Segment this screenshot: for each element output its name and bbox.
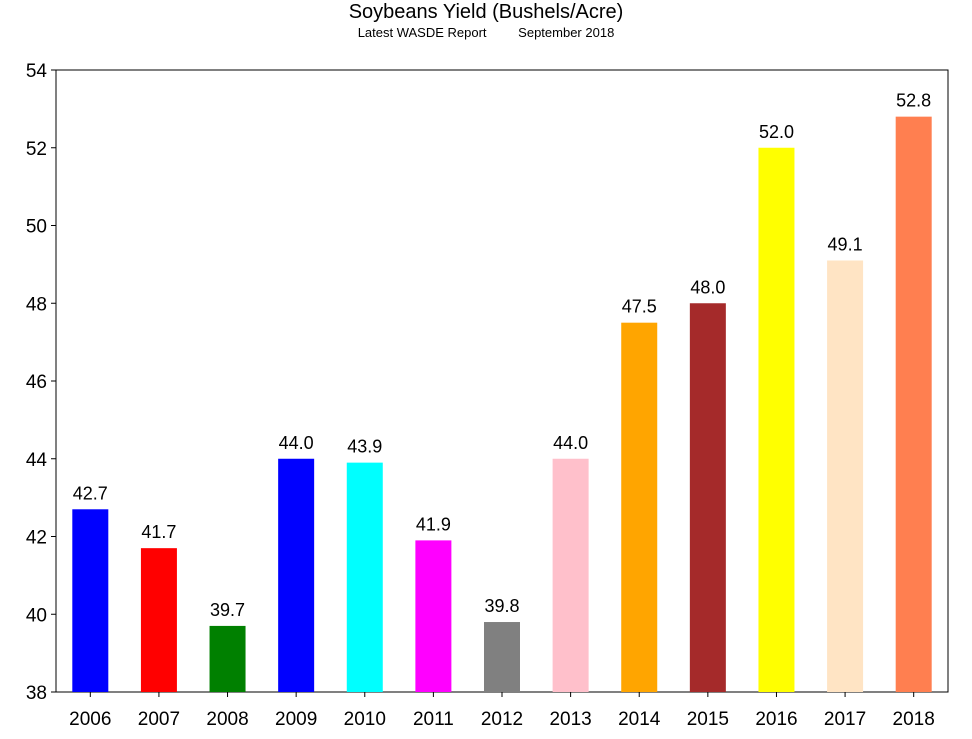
data-label-2016: 52.0 <box>759 122 794 142</box>
y-tick-label: 48 <box>26 294 47 315</box>
data-label-2013: 44.0 <box>553 433 588 453</box>
subtitle-report: Latest WASDE Report <box>357 25 487 40</box>
x-tick-label-2012: 2012 <box>481 709 523 730</box>
bar-2013 <box>552 458 589 692</box>
data-label-2010: 43.9 <box>347 437 382 457</box>
subtitle-date: September 2018 <box>518 25 615 40</box>
bar-2011 <box>415 540 452 692</box>
x-axis: 2006 2007 2008 2009 2010 2011 2012 2013 2014 2015… <box>69 692 935 730</box>
x-tick-label-2017: 2017 <box>824 709 866 730</box>
y-tick-label: 46 <box>26 372 47 393</box>
y-tick-label: 52 <box>26 139 47 160</box>
x-tick-label-2010: 2010 <box>344 709 386 730</box>
x-tick-label-2015: 2015 <box>687 709 729 730</box>
data-label-2008: 39.7 <box>210 600 245 620</box>
y-tick-label: 50 <box>26 217 47 238</box>
bar-2012 <box>484 622 520 692</box>
bar-2018 <box>895 116 932 692</box>
x-tick-label-2014: 2014 <box>618 709 661 730</box>
data-label-2011: 41.9 <box>416 514 451 534</box>
data-label-2017: 49.1 <box>828 234 863 254</box>
data-label-2009: 44.0 <box>279 433 314 453</box>
bar-2006 <box>72 509 109 692</box>
x-tick-label-2008: 2008 <box>206 709 248 730</box>
x-tick-label-2007: 2007 <box>138 709 180 730</box>
data-label-2006: 42.7 <box>73 483 108 503</box>
bar-2007 <box>140 548 177 692</box>
data-label-2007: 41.7 <box>141 522 176 542</box>
y-tick-label: 40 <box>26 605 47 626</box>
y-axis: 38 40 42 44 46 48 50 52 54 <box>26 61 56 704</box>
bar-2010 <box>346 462 383 692</box>
bar-2016 <box>758 147 795 692</box>
data-label-2018: 52.8 <box>896 91 931 111</box>
data-labels-group: 42.7 41.7 39.7 44.0 43.9 41.9 39.8 44.0 47.5 48.0… <box>73 91 931 620</box>
bar-2017 <box>827 260 864 692</box>
bar-2014 <box>621 322 658 692</box>
data-label-2012: 39.8 <box>484 596 519 616</box>
y-tick-label: 54 <box>26 61 48 82</box>
bars-group <box>72 116 932 692</box>
data-label-2014: 47.5 <box>622 297 657 317</box>
bar-2015 <box>689 303 726 692</box>
data-label-2015: 48.0 <box>690 277 725 297</box>
bar-2009 <box>278 458 315 692</box>
y-tick-label: 44 <box>26 450 48 471</box>
x-tick-label-2011: 2011 <box>413 709 454 730</box>
x-tick-label-2013: 2013 <box>549 709 591 730</box>
chart-subtitle: Latest WASDE Report September 2018 <box>0 25 972 41</box>
x-tick-label-2006: 2006 <box>69 709 111 730</box>
x-tick-label-2018: 2018 <box>893 709 935 730</box>
x-tick-label-2016: 2016 <box>755 709 797 730</box>
x-tick-label-2009: 2009 <box>275 709 317 730</box>
bar-2008 <box>209 625 246 692</box>
y-tick-label: 38 <box>26 683 47 704</box>
chart-title: Soybeans Yield (Bushels/Acre) <box>348 1 624 23</box>
y-tick-label: 42 <box>26 528 47 549</box>
